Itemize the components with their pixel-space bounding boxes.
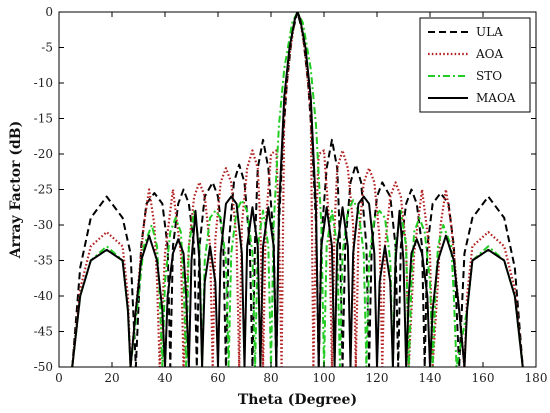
y-tick-label: -35 xyxy=(34,254,53,268)
x-tick-label: 100 xyxy=(313,371,336,385)
legend-label-sto: STO xyxy=(476,69,502,83)
y-tick-label: -10 xyxy=(34,76,53,90)
legend-label-ula: ULA xyxy=(476,25,503,39)
series-line-maoa xyxy=(71,12,524,367)
y-tick-label: -20 xyxy=(34,147,53,161)
series-layer xyxy=(71,12,524,367)
y-tick-label: -30 xyxy=(34,218,53,232)
x-tick-label: 140 xyxy=(419,371,442,385)
legend-label-aoa: AOA xyxy=(475,47,504,61)
y-tick-label: -45 xyxy=(34,325,53,339)
y-tick-label: -5 xyxy=(41,41,53,55)
y-axis-title: Array Factor (dB) xyxy=(8,121,24,259)
series-line-sto xyxy=(71,12,524,367)
x-axis-title: Theta (Degree) xyxy=(238,392,357,408)
legend-box xyxy=(419,17,531,113)
y-tick-label: -50 xyxy=(34,360,53,374)
x-tick-label: 0 xyxy=(55,371,63,385)
x-tick-label: 80 xyxy=(263,371,278,385)
x-tick-label: 180 xyxy=(525,371,548,385)
legend: ULA AOA STO MAOA xyxy=(419,17,531,113)
y-tick-label: -25 xyxy=(34,183,53,197)
x-tick-label: 20 xyxy=(104,371,119,385)
y-tick-label: -15 xyxy=(34,112,53,126)
y-tick-label: 0 xyxy=(45,5,53,19)
x-tick-label: 160 xyxy=(472,371,495,385)
x-tick-label: 40 xyxy=(157,371,172,385)
x-tick-label: 120 xyxy=(366,371,389,385)
ticks-layer: 0 20 40 60 80 100 120 140 160 180 0 -5 -10 -15 -20 -25 -… xyxy=(34,5,548,385)
x-tick-label: 60 xyxy=(210,371,225,385)
series-line-aoa xyxy=(71,12,524,367)
legend-label-maoa: MAOA xyxy=(476,91,516,105)
y-tick-label: -40 xyxy=(34,289,53,303)
